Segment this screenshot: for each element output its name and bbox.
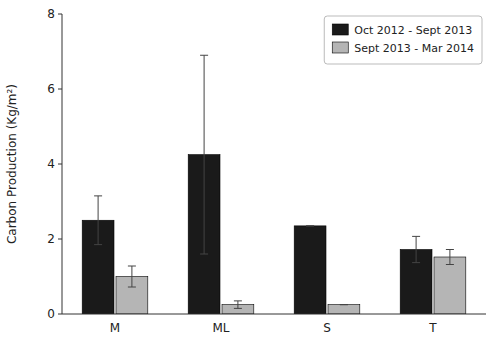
error-bar	[128, 266, 136, 287]
y-tick-label: 6	[47, 82, 55, 96]
x-tick-label: S	[323, 321, 331, 335]
error-cap	[94, 244, 102, 245]
x-tick-label: M	[110, 321, 120, 335]
error-cap	[412, 262, 420, 263]
marks	[82, 55, 466, 314]
error-line	[237, 301, 238, 309]
y-axis-label: Carbon Production (Kg/m²)	[5, 84, 19, 244]
y-tick-label: 2	[47, 232, 55, 246]
error-cap	[94, 195, 102, 196]
legend-swatch	[332, 42, 348, 53]
legend-label: Sept 2013 - Mar 2014	[354, 42, 474, 55]
error-line	[131, 266, 132, 287]
error-cap	[200, 254, 208, 255]
error-line	[416, 236, 417, 262]
bar	[328, 305, 360, 314]
error-line	[98, 196, 99, 245]
error-cap	[340, 304, 348, 305]
error-line	[204, 55, 205, 254]
y-tick	[58, 314, 62, 315]
legend-swatch	[332, 24, 348, 35]
error-cap	[128, 266, 136, 267]
error-bar	[306, 225, 314, 226]
error-cap	[234, 308, 242, 309]
x-tick-label: ML	[212, 321, 229, 335]
error-bar	[234, 301, 242, 309]
error-bar	[94, 196, 102, 245]
x-tick-label: T	[428, 321, 437, 335]
chart-container: 0 2 4 6 8 M ML S T Carbon Production (Kg/m²) Oct 2…	[0, 0, 500, 348]
y-tick-label: 8	[47, 7, 55, 21]
y-tick	[58, 239, 62, 240]
error-cap	[340, 304, 348, 305]
y-tick-label: 4	[47, 157, 55, 171]
error-cap	[306, 225, 314, 226]
bar	[434, 257, 466, 314]
error-bar	[200, 55, 208, 254]
error-cap	[306, 225, 314, 226]
error-bar	[446, 250, 454, 265]
error-cap	[200, 55, 208, 56]
error-cap	[446, 264, 454, 265]
bar	[294, 226, 326, 314]
error-cap	[128, 287, 136, 288]
y-tick-label: 0	[47, 307, 55, 321]
error-line	[449, 250, 450, 265]
error-bar	[412, 236, 420, 262]
chart-svg: 0 2 4 6 8 M ML S T Carbon Production (Kg/m²) Oct 2…	[0, 0, 500, 348]
error-bar	[340, 304, 348, 305]
legend-label: Oct 2012 - Sept 2013	[354, 24, 472, 37]
y-tick	[58, 14, 62, 15]
y-tick	[58, 164, 62, 165]
error-cap	[412, 236, 420, 237]
y-tick	[58, 89, 62, 90]
legend: Oct 2012 - Sept 2013 Sept 2013 - Mar 2014	[324, 16, 482, 64]
legend-box	[324, 16, 482, 64]
error-cap	[234, 300, 242, 301]
x-axis-line	[62, 314, 486, 315]
error-cap	[446, 249, 454, 250]
